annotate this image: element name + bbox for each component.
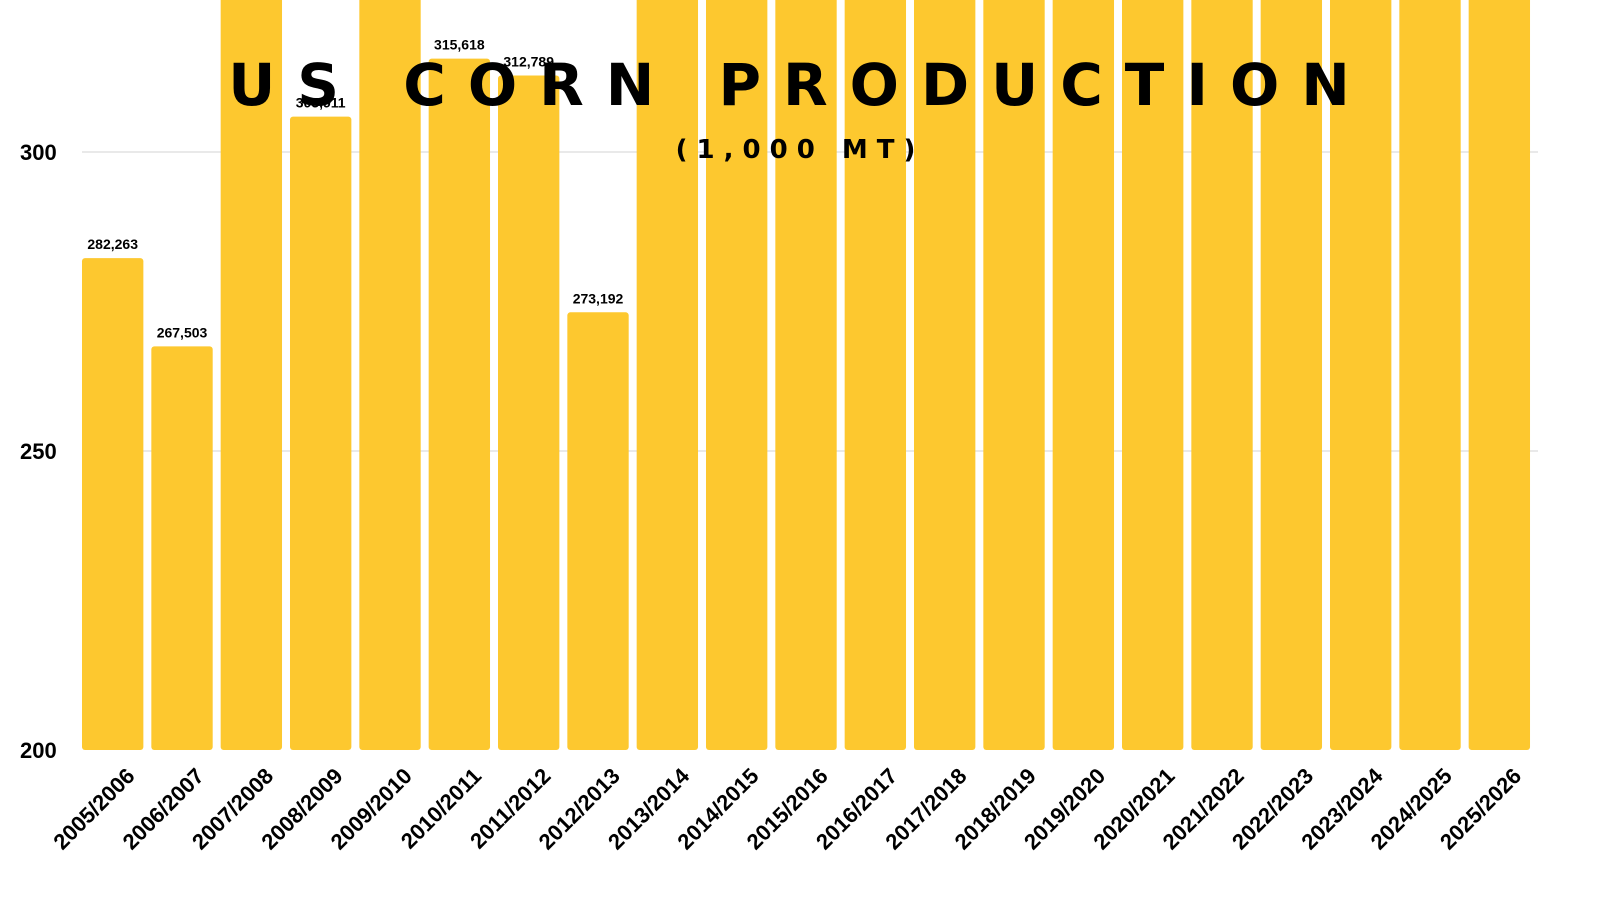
bar (636, 0, 699, 750)
bar (1468, 0, 1531, 750)
bar (82, 258, 144, 750)
bar (1191, 0, 1253, 750)
data-label: 305,911 (296, 95, 346, 111)
chart-title: US CORN PRODUCTION (228, 51, 1372, 119)
x-axis-ticks: 2005/20062006/20072007/20082008/20092009… (48, 763, 1526, 855)
bar (151, 346, 213, 750)
bar (498, 75, 560, 750)
data-label: 312,789 (503, 54, 554, 70)
data-label: 267,503 (157, 324, 208, 340)
bar (775, 0, 837, 750)
bar (290, 116, 352, 750)
bars (82, 0, 1531, 750)
bar (428, 58, 491, 750)
bar (1330, 0, 1392, 750)
bar (359, 0, 421, 750)
chart-subtitle: (1,000 MT) (676, 135, 925, 165)
bar (706, 0, 768, 750)
data-label: 282,263 (87, 236, 138, 252)
data-labels: 282,263267,503331,177305,911331,921315,6… (87, 37, 624, 341)
bar (220, 0, 283, 750)
bar (1052, 0, 1115, 750)
bar (1260, 0, 1323, 750)
bar (1122, 0, 1184, 750)
y-tick-label: 300 (20, 140, 57, 165)
bar (844, 0, 907, 750)
bar (1399, 0, 1461, 750)
y-tick-label: 200 (20, 738, 57, 763)
bar (914, 0, 976, 750)
data-label: 273,192 (573, 290, 624, 306)
data-label: 315,618 (434, 37, 485, 53)
y-tick-label: 250 (20, 439, 57, 464)
bar (567, 312, 629, 750)
y-axis-ticks: 200250300350400 (20, 140, 57, 763)
bar (983, 0, 1045, 750)
